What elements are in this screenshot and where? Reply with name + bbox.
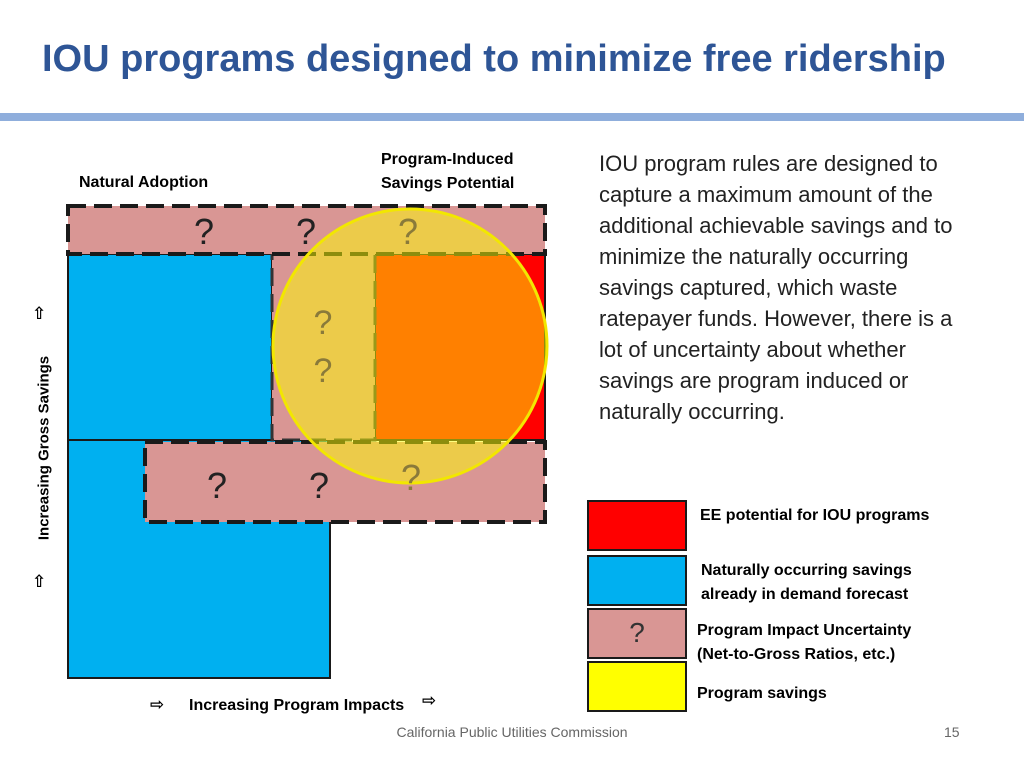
x-axis-label: Increasing Program Impacts — [189, 697, 405, 714]
right-arrow-icon: ⇨ — [422, 691, 437, 710]
uncertainty-mark: ? — [207, 465, 227, 506]
explanation-text: IOU program rules are designed to captur… — [599, 151, 953, 424]
up-arrow-icon: ⇧ — [32, 304, 47, 323]
legend-label-natural-savings-line2: already in demand forecast — [701, 586, 909, 603]
legend-label-ee-potential: EE potential for IOU programs — [700, 507, 930, 524]
uncertainty-mark: ? — [314, 304, 333, 342]
uncertainty-mark: ? — [401, 457, 421, 498]
legend-swatch-natural-savings — [587, 555, 687, 606]
uncertainty-mark: ? — [309, 465, 329, 506]
program-savings-circle — [271, 207, 549, 485]
page-number: 15 — [944, 724, 960, 740]
legend-label-uncertainty-line1: Program Impact Uncertainty — [697, 622, 912, 639]
title-divider — [0, 113, 1024, 121]
legend-label-natural-savings-line1: Naturally occurring savings — [701, 562, 912, 579]
legend-label-program-savings: Program savings — [697, 685, 827, 702]
program-induced-label-line1: Program-Induced — [381, 151, 514, 168]
uncertainty-mark: ? — [194, 211, 214, 252]
uncertainty-mark: ? — [398, 211, 418, 252]
natural-adoption-label: Natural Adoption — [79, 174, 209, 191]
up-arrow-icon: ⇧ — [32, 572, 47, 591]
slide-title: IOU programs designed to minimize free r… — [42, 38, 946, 80]
program-induced-label-line2: Savings Potential — [381, 175, 515, 192]
y-axis-label: Increasing Gross Savings — [35, 355, 53, 541]
legend-label-uncertainty-line2: (Net-to-Gross Ratios, etc.) — [697, 646, 896, 663]
legend-swatch-program-savings — [587, 661, 687, 712]
legend-swatch-uncertainty: ? — [587, 608, 687, 659]
legend-swatch-ee-potential — [587, 500, 687, 551]
uncertainty-mark: ? — [314, 352, 333, 390]
footer-text: California Public Utilities Commission — [396, 724, 628, 740]
uncertainty-mark: ? — [296, 211, 316, 252]
right-arrow-icon: ⇨ — [150, 695, 165, 714]
natural-savings-block-upper — [67, 253, 273, 441]
